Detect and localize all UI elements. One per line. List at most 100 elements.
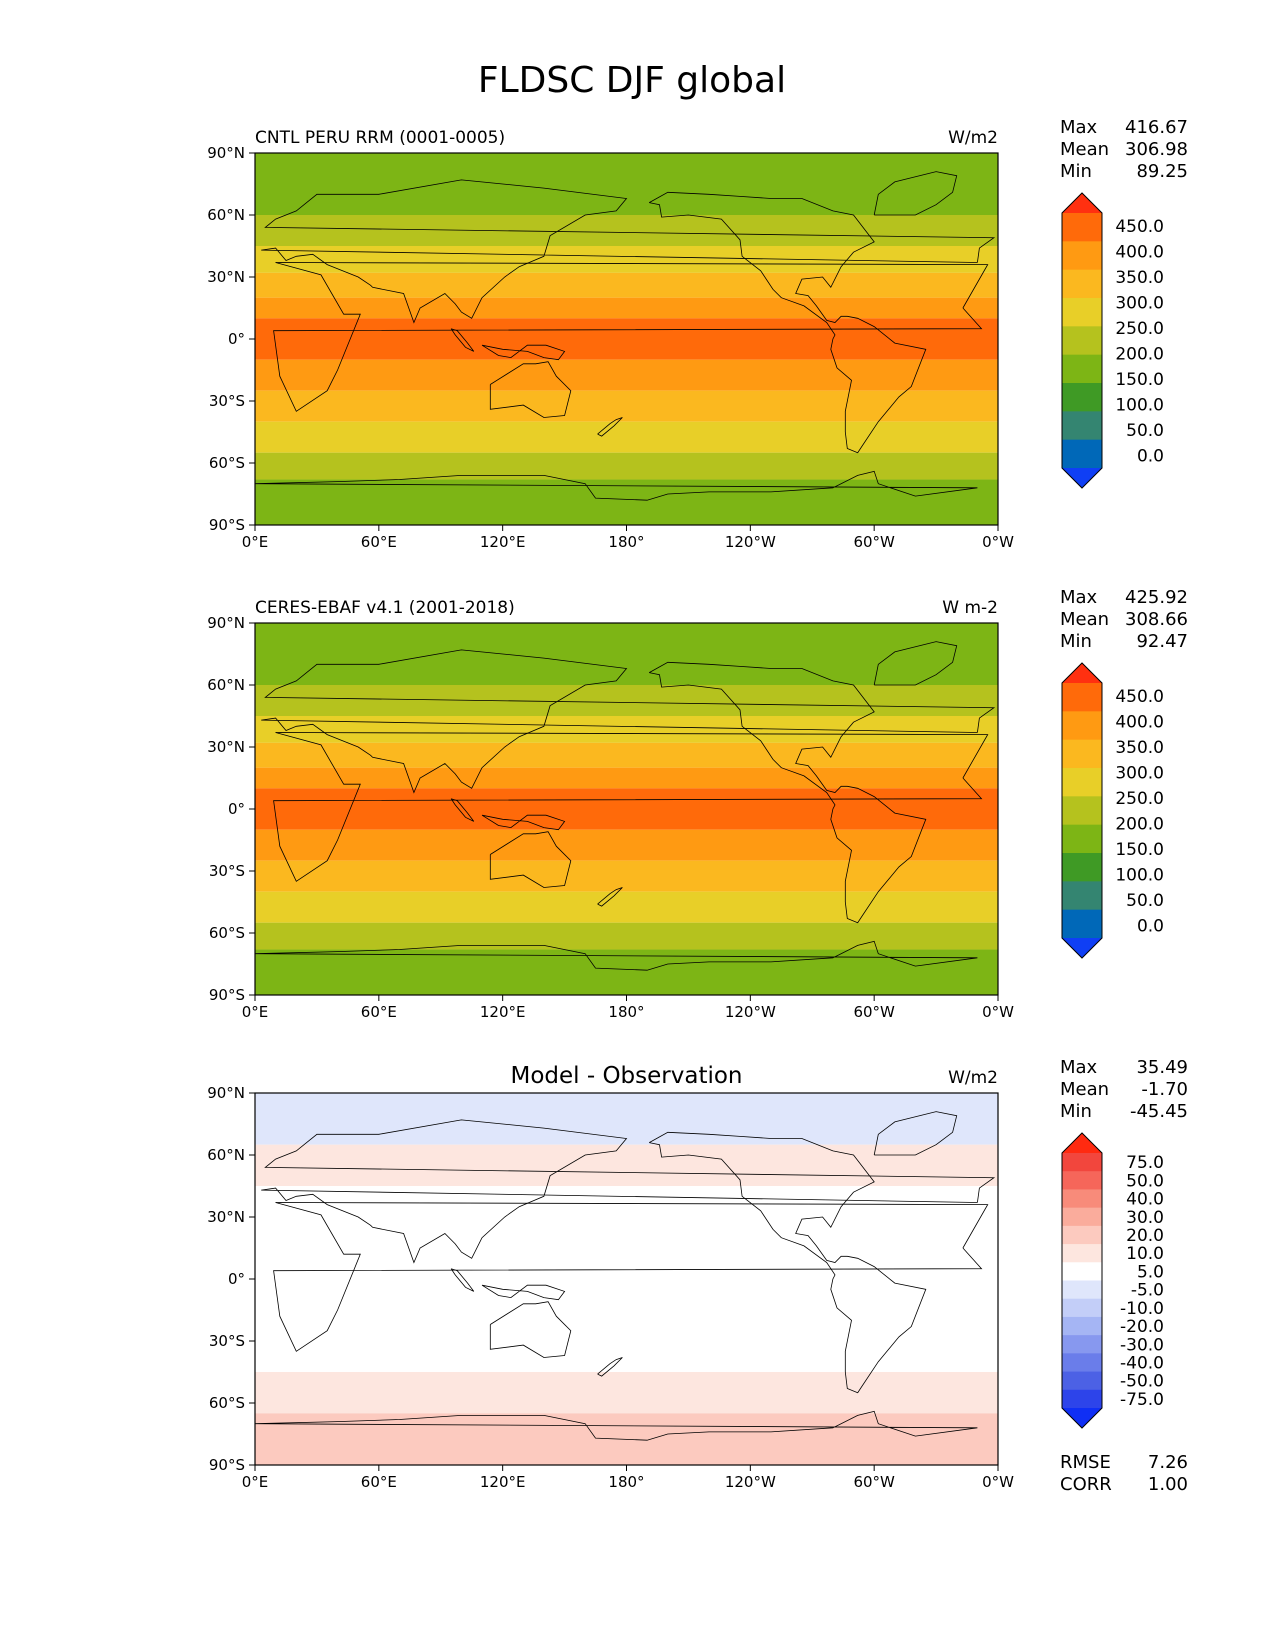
colorbar-tick-label: 40.0 xyxy=(1126,1190,1164,1210)
stat-value: 425.92 xyxy=(1125,587,1188,608)
coastline xyxy=(273,1202,989,1352)
x-tick-label: 60°E xyxy=(361,1473,397,1491)
colorbar-tick-label: 100.0 xyxy=(1115,395,1164,415)
panel-reference: 90°N 60°N 30°N 0° 30°S 60°S 90°S0°E 60°E 120°E 18… xyxy=(207,587,1188,1021)
field-band xyxy=(255,860,998,892)
y-tick-label: 30°S xyxy=(209,1332,245,1350)
y-tick-label: 90°N xyxy=(207,614,245,632)
field-band xyxy=(255,1093,998,1145)
colorbar-tick-label: 200.0 xyxy=(1115,814,1164,834)
panel-diff: 90°N 60°N 30°N 0° 30°S 60°S 90°S0°E 60°E 120°E 18… xyxy=(207,1057,1188,1495)
colorbar-cell xyxy=(1062,1153,1102,1172)
field-band xyxy=(255,215,998,246)
x-tick-label: 60°W xyxy=(853,1003,895,1021)
coastline xyxy=(450,798,475,822)
colorbar-cell xyxy=(1062,1280,1102,1300)
stat-label: Max xyxy=(1060,587,1098,608)
y-tick-label: 90°S xyxy=(209,986,245,1004)
stat-label: Max xyxy=(1060,1057,1098,1078)
y-tick-label: 90°N xyxy=(207,1084,245,1102)
field-band xyxy=(255,359,998,391)
stat-label: Mean xyxy=(1060,1079,1109,1100)
coastline xyxy=(255,940,978,971)
stat-label: RMSE xyxy=(1060,1452,1111,1473)
colorbar-cell xyxy=(1062,1389,1102,1409)
colorbar-cell xyxy=(1062,241,1102,271)
colorbar-cell xyxy=(1062,383,1102,412)
colorbar-cell xyxy=(1062,739,1102,769)
colorbar: 450.0 400.0 350.0 300.0 250.0 200.0 150.0 100.0… xyxy=(1061,192,1164,489)
stat-value: 89.25 xyxy=(1136,161,1188,182)
colorbar-cell xyxy=(1062,1298,1102,1318)
field-band xyxy=(255,891,998,923)
y-tick-label: 30°N xyxy=(207,268,245,286)
colorbar-tick-label: 5.0 xyxy=(1137,1262,1164,1282)
stat-label: Max xyxy=(1060,117,1098,138)
x-tick-label: 120°W xyxy=(725,533,776,551)
colorbar-tick-label: 300.0 xyxy=(1115,293,1164,313)
y-tick-label: 60°N xyxy=(207,676,245,694)
colorbar-cell xyxy=(1062,824,1102,854)
field-band xyxy=(255,788,998,830)
x-tick-label: 0°W xyxy=(982,533,1014,551)
coastline xyxy=(873,641,958,686)
colorbar-tick-label: -30.0 xyxy=(1120,1335,1164,1355)
coastline xyxy=(873,1111,958,1156)
field-band xyxy=(255,452,998,480)
colorbar-extend-min xyxy=(1062,1408,1102,1428)
y-tick-label: 90°S xyxy=(209,1456,245,1474)
coastline xyxy=(273,262,989,412)
coastline xyxy=(649,661,927,924)
panel-title: Model - Observation xyxy=(510,1063,742,1089)
colorbar-tick-label: -40.0 xyxy=(1120,1353,1164,1373)
colorbar-tick-label: 300.0 xyxy=(1115,763,1164,783)
colorbar-cell xyxy=(1062,411,1102,441)
panel-title: CNTL PERU RRM (0001-0005) xyxy=(255,128,505,148)
x-tick-label: 180° xyxy=(608,1003,644,1021)
field-band xyxy=(255,1258,998,1372)
colorbar-tick-label: 30.0 xyxy=(1126,1208,1164,1228)
y-tick-label: 90°S xyxy=(209,516,245,534)
colorbar-cell xyxy=(1062,711,1102,741)
colorbar-cell xyxy=(1062,853,1102,882)
colorbar-tick-label: 450.0 xyxy=(1115,687,1164,707)
coastline xyxy=(597,887,623,907)
colorbar-tick-label: 50.0 xyxy=(1126,891,1164,911)
field-band xyxy=(255,742,998,768)
y-tick-label: 60°S xyxy=(209,454,245,472)
colorbar-tick-label: 150.0 xyxy=(1115,370,1164,390)
colorbar-cell xyxy=(1062,213,1102,242)
field-band xyxy=(255,153,998,215)
map-field xyxy=(255,153,998,525)
coastline xyxy=(481,814,566,831)
colorbar-cell xyxy=(1062,1225,1102,1245)
stat-value: 7.26 xyxy=(1148,1452,1188,1473)
colorbar-cell xyxy=(1062,298,1102,327)
colorbar-cell xyxy=(1062,354,1102,384)
field-band xyxy=(255,922,998,950)
field-band xyxy=(255,685,998,716)
stat-value: 1.00 xyxy=(1148,1474,1188,1495)
x-tick-label: 0°E xyxy=(242,533,269,551)
coastline xyxy=(481,344,566,361)
coastline xyxy=(597,1357,623,1377)
colorbar-cell xyxy=(1062,1316,1102,1336)
coastline xyxy=(450,328,475,352)
y-tick-label: 0° xyxy=(228,330,245,348)
colorbar-tick-label: 250.0 xyxy=(1115,319,1164,339)
stat-value: -45.45 xyxy=(1130,1101,1188,1122)
colorbar-cell xyxy=(1062,881,1102,911)
coastline xyxy=(273,732,989,882)
y-tick-label: 60°N xyxy=(207,206,245,224)
colorbar-tick-label: 350.0 xyxy=(1115,268,1164,288)
colorbar-outline xyxy=(1061,1132,1103,1429)
colorbar-cell xyxy=(1062,1189,1102,1209)
colorbar: 75.050.040.030.020.010.05.0-5.0-10.0-20.… xyxy=(1061,1132,1164,1429)
x-tick-label: 0°E xyxy=(242,1473,269,1491)
panel-units: W/m2 xyxy=(948,128,998,148)
colorbar-tick-label: 350.0 xyxy=(1115,738,1164,758)
map-field xyxy=(255,1093,998,1465)
x-tick-label: 0°W xyxy=(982,1003,1014,1021)
colorbar-tick-label: 400.0 xyxy=(1115,242,1164,262)
